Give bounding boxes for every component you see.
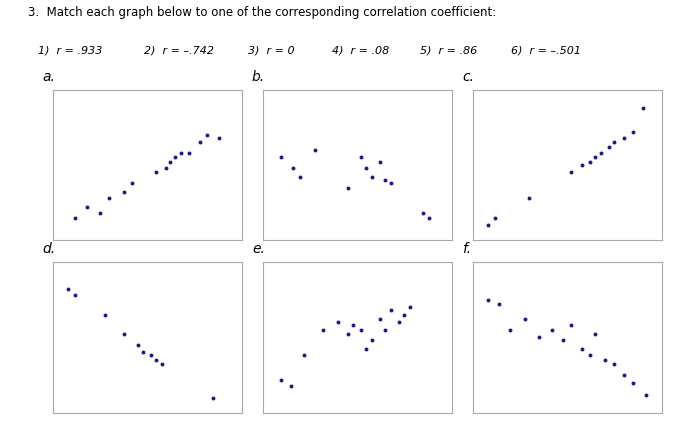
Text: f.: f. [462, 242, 471, 256]
Point [361, 346, 372, 353]
Point [145, 352, 156, 359]
Point [176, 150, 187, 157]
Text: d.: d. [42, 242, 55, 256]
Point [295, 174, 306, 181]
Point [104, 195, 115, 202]
Point [126, 180, 137, 187]
Point [138, 349, 149, 356]
Point [608, 361, 620, 368]
Point [183, 150, 194, 157]
Point [62, 286, 74, 293]
Point [524, 195, 535, 202]
Point [342, 185, 353, 192]
Text: 3)  r = 0: 3) r = 0 [248, 45, 295, 55]
Point [214, 135, 225, 142]
Text: a.: a. [42, 70, 55, 84]
Point [164, 159, 175, 166]
Point [276, 155, 287, 162]
Point [379, 177, 391, 184]
Text: 5)  r = .86: 5) r = .86 [420, 45, 477, 55]
Point [584, 159, 595, 166]
Text: b.: b. [252, 70, 265, 84]
Text: e.: e. [252, 242, 265, 256]
Point [417, 210, 428, 217]
Text: 4)  r = .08: 4) r = .08 [332, 45, 390, 55]
Point [170, 155, 181, 162]
Point [367, 174, 378, 181]
Point [332, 319, 344, 326]
Point [157, 361, 168, 368]
Point [489, 215, 500, 222]
Point [367, 337, 378, 344]
Point [69, 292, 80, 299]
Point [596, 150, 607, 157]
Point [399, 311, 410, 318]
Text: c.: c. [462, 70, 474, 84]
Point [589, 155, 601, 162]
Point [379, 327, 391, 334]
Point [202, 132, 213, 139]
Point [565, 322, 576, 329]
Point [640, 391, 652, 398]
Point [577, 162, 588, 169]
Point [584, 352, 595, 359]
Point [287, 165, 298, 172]
Point [81, 204, 92, 211]
Point [424, 215, 435, 222]
Point [310, 147, 321, 154]
Point [386, 180, 397, 187]
Point [208, 394, 219, 401]
Point [599, 357, 610, 364]
Point [533, 334, 545, 341]
Point [286, 382, 297, 389]
Point [348, 322, 359, 329]
Point [618, 135, 629, 142]
Point [637, 105, 648, 112]
Point [565, 169, 576, 176]
Point [195, 139, 206, 146]
Point [374, 159, 385, 166]
Point [160, 165, 172, 172]
Point [151, 169, 162, 176]
Point [520, 316, 531, 323]
Point [546, 327, 557, 334]
Point [494, 301, 505, 308]
Point [276, 376, 287, 383]
Point [355, 155, 366, 162]
Point [298, 352, 309, 359]
Point [355, 327, 366, 334]
Point [132, 341, 144, 348]
Point [317, 327, 328, 334]
Point [482, 222, 493, 229]
Point [577, 346, 588, 353]
Point [69, 215, 80, 222]
Point [627, 129, 638, 136]
Text: 6)  r = –.501: 6) r = –.501 [511, 45, 581, 55]
Point [94, 210, 105, 217]
Point [119, 189, 130, 196]
Point [482, 297, 493, 304]
Point [119, 331, 130, 338]
Point [589, 331, 601, 338]
Point [100, 311, 111, 318]
Point [558, 337, 569, 344]
Point [361, 165, 372, 172]
Point [608, 139, 620, 146]
Text: 3.  Match each graph below to one of the corresponding correlation coefficient:: 3. Match each graph below to one of the … [28, 6, 496, 19]
Text: 1)  r = .933: 1) r = .933 [38, 45, 103, 55]
Point [505, 327, 516, 334]
Point [374, 316, 385, 323]
Text: 2)  r = –.742: 2) r = –.742 [144, 45, 214, 55]
Point [627, 379, 638, 386]
Point [618, 372, 629, 379]
Point [386, 307, 397, 314]
Point [393, 319, 404, 326]
Point [342, 331, 353, 338]
Point [151, 357, 162, 364]
Point [405, 304, 416, 311]
Point [603, 144, 614, 151]
